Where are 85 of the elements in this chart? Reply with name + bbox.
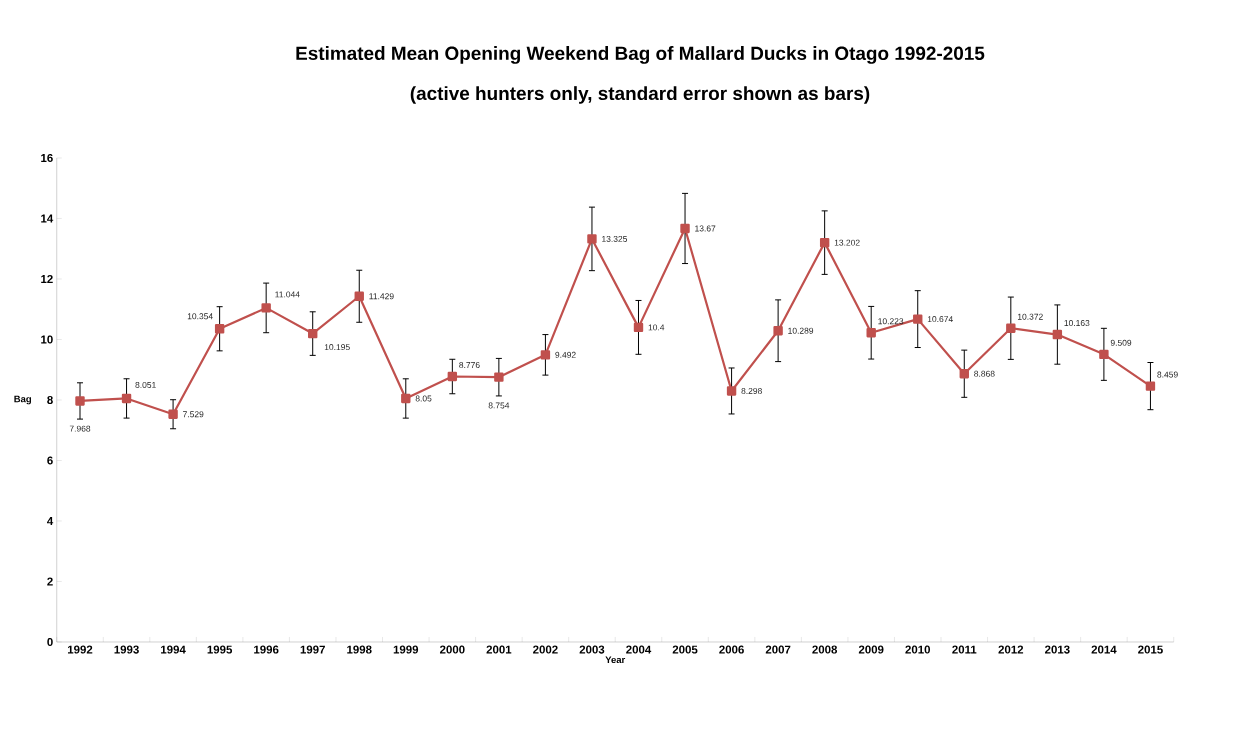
x-tick-label: 2001	[486, 645, 512, 654]
point	[447, 371, 458, 382]
data-label: 11.429	[369, 293, 394, 300]
x-tick-label: 2011	[952, 645, 977, 654]
x-tick-label: 1992	[67, 645, 93, 654]
chart-subtitle: (active hunters only, standard error shown as bars)	[410, 86, 870, 104]
data-label: 10.4	[648, 324, 665, 331]
data-label: 10.163	[1064, 320, 1090, 327]
x-tick-label: 2012	[998, 645, 1024, 654]
data-label: 8.051	[135, 381, 156, 388]
x-tick-label: 2013	[1045, 645, 1070, 654]
x-tick-label: 1995	[207, 645, 233, 654]
data-label: 8.776	[459, 362, 480, 368]
x-tick-label: 2008	[812, 645, 838, 654]
point	[913, 314, 923, 324]
x-tick-label: 2007	[765, 645, 791, 654]
chart-title: Estimated Mean Opening Weekend Bag of Mallard Ducks in Otago 1992-2015	[296, 46, 985, 64]
data-label: 9.509	[1110, 339, 1132, 346]
point	[633, 322, 644, 333]
point	[819, 237, 830, 248]
x-tick-label: 2006	[719, 645, 744, 654]
y-tick-label: 2	[47, 577, 53, 586]
point	[680, 223, 690, 234]
data-label: 8.298	[741, 387, 762, 394]
data-label: 11.044	[275, 291, 300, 298]
point	[587, 234, 597, 244]
x-tick-label: 1997	[300, 645, 325, 654]
data-label: 13.202	[834, 239, 860, 246]
x-tick-label: 1998	[347, 645, 372, 654]
data-label: 7.529	[183, 411, 204, 418]
y-tick-label: 0	[47, 637, 53, 647]
x-tick-label: 2010	[905, 645, 931, 654]
y-tick-label: 10	[41, 335, 53, 344]
point	[540, 350, 551, 360]
point	[1145, 381, 1156, 391]
x-tick-label: 2005	[672, 645, 698, 654]
x-tick-label: 2009	[858, 645, 884, 654]
data-label: 10.372	[1017, 313, 1043, 320]
x-tick-label: 1999	[393, 645, 419, 654]
x-tick-label: 2015	[1138, 645, 1163, 654]
data-label: 13.325	[602, 235, 628, 242]
x-tick-label: 2002	[533, 645, 558, 654]
point	[168, 409, 178, 419]
point	[354, 291, 364, 301]
point	[773, 326, 783, 336]
data-label: 8.459	[1157, 371, 1178, 378]
point	[214, 324, 225, 334]
data-label: 8.868	[974, 370, 995, 377]
x-tick-label: 1994	[161, 645, 186, 654]
data-label: 10.674	[927, 316, 953, 323]
y-tick-label: 12	[41, 274, 53, 283]
data-label: 10.223	[878, 318, 904, 325]
point	[866, 328, 876, 338]
y-tick-label: 6	[47, 456, 53, 465]
point	[726, 386, 737, 396]
data-label: 7.968	[69, 425, 91, 432]
point	[261, 303, 271, 313]
data-label: 8.754	[488, 402, 510, 409]
point	[494, 372, 504, 382]
point	[121, 393, 132, 404]
point	[1052, 329, 1063, 340]
point	[959, 369, 969, 379]
data-label: 13.67	[695, 225, 716, 232]
y-tick-label: 8	[47, 395, 53, 405]
data-label: 10.195	[324, 344, 350, 351]
point	[75, 396, 85, 406]
x-tick-label: 1993	[114, 645, 139, 654]
y-tick-label: 16	[41, 153, 53, 163]
x-axis-title: Year	[605, 656, 626, 664]
point	[1006, 323, 1016, 333]
point	[308, 328, 318, 339]
y-tick-label: 4	[47, 517, 54, 525]
x-tick-label: 2004	[626, 645, 652, 654]
x-tick-label: 2003	[579, 645, 605, 654]
point	[401, 393, 411, 404]
y-tick-label: 14	[41, 214, 54, 223]
point	[1099, 349, 1109, 360]
data-label: 10.354	[187, 313, 213, 320]
data-label: 9.492	[555, 351, 576, 358]
x-tick-label: 2014	[1091, 645, 1117, 654]
x-tick-label: 2000	[439, 645, 465, 654]
y-axis-title: Bag	[14, 395, 32, 405]
x-tick-label: 1996	[254, 645, 279, 654]
data-label: 8.05	[415, 395, 432, 402]
data-label: 10.289	[788, 327, 814, 334]
